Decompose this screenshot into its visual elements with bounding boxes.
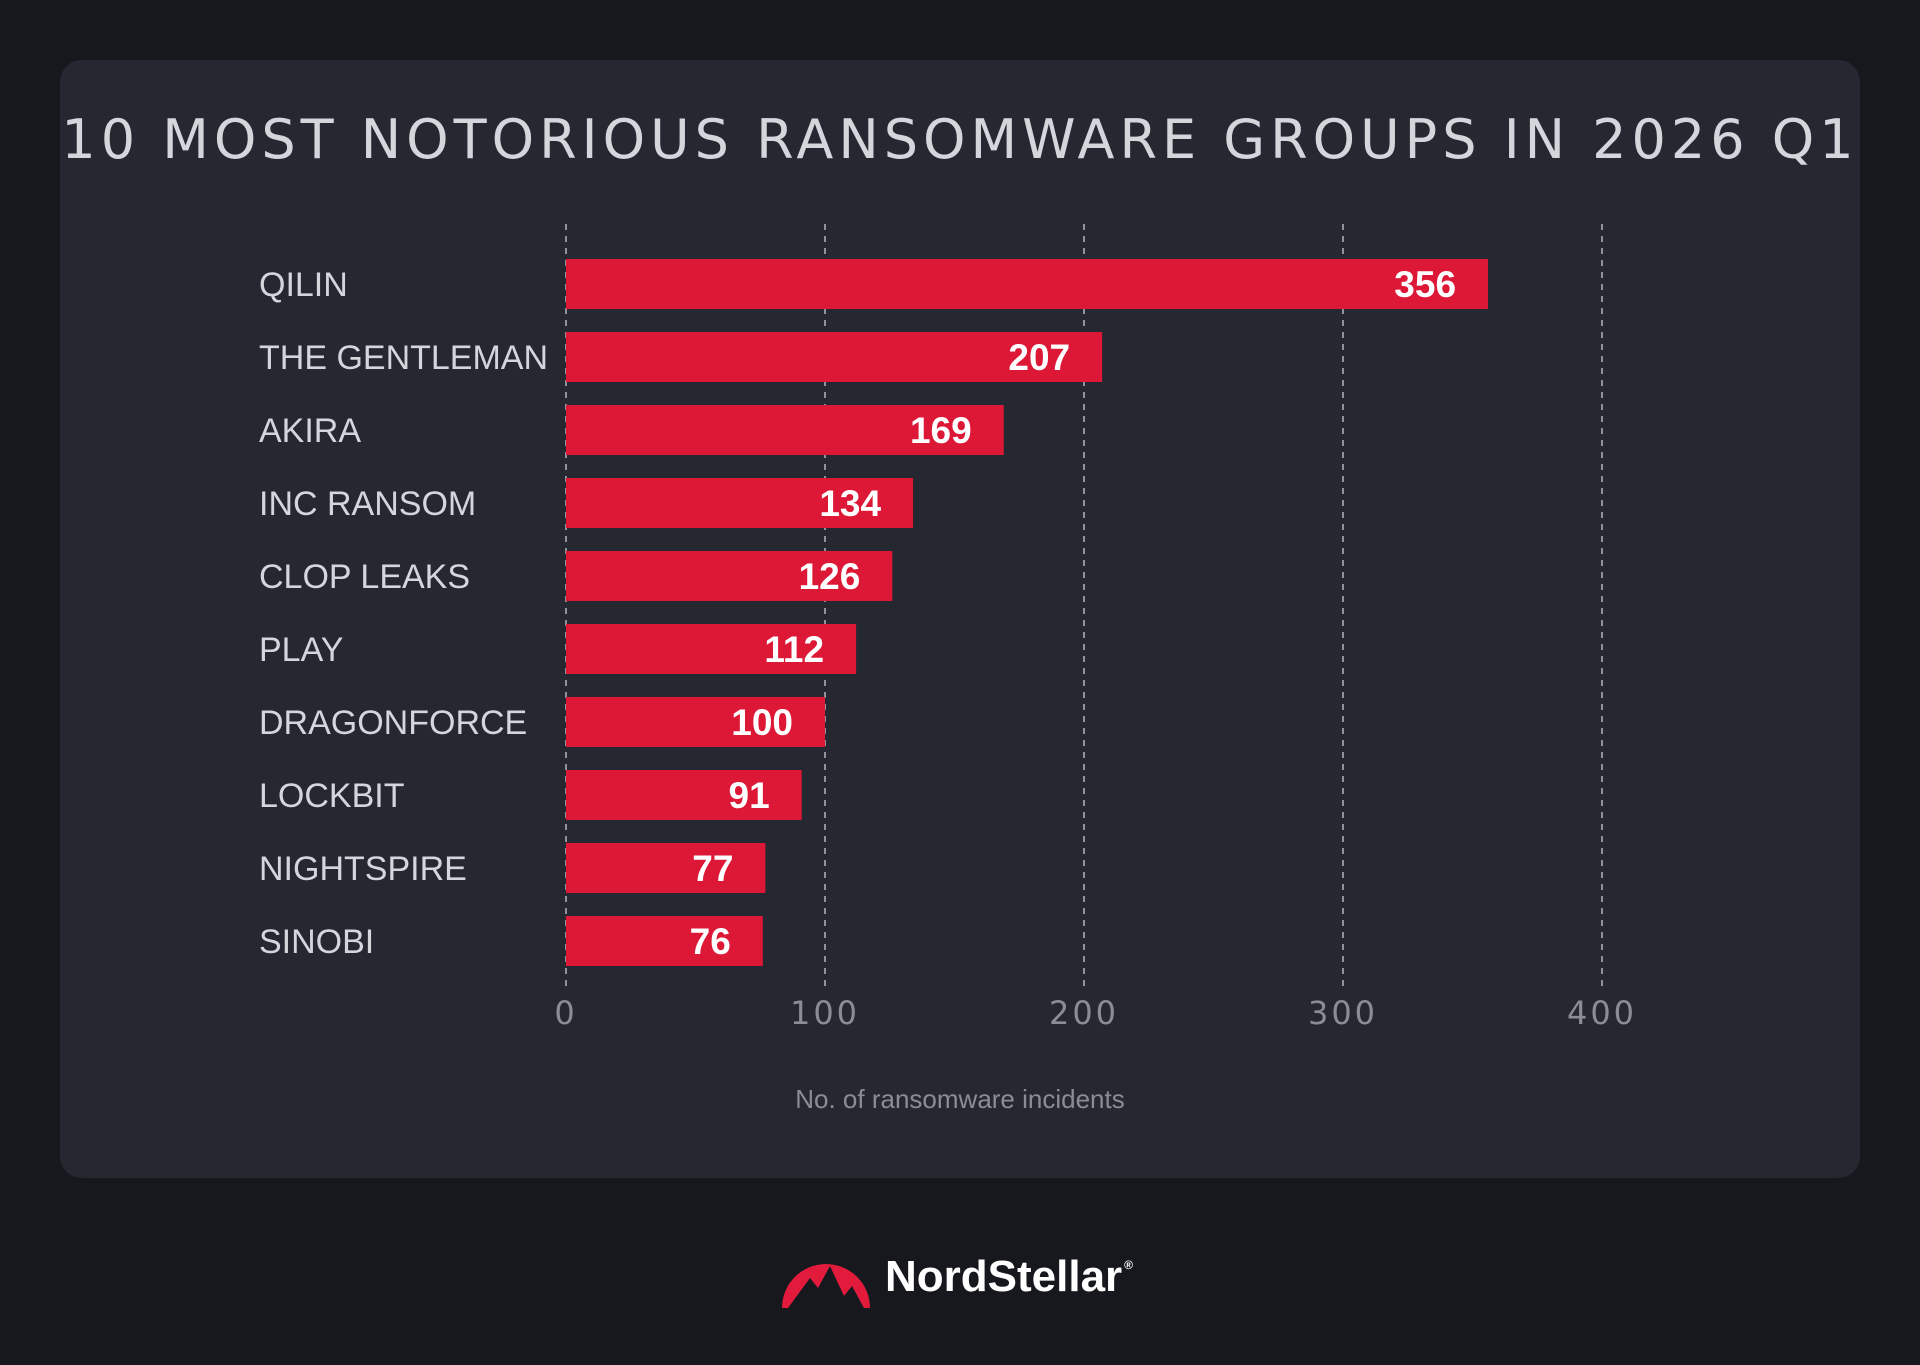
brand-logo[interactable]: NordStellar ® xyxy=(780,1236,1140,1326)
mountain-badge-icon xyxy=(782,1264,870,1308)
category-label: SINOBI xyxy=(259,923,374,961)
bar xyxy=(566,697,825,747)
x-tick-label: 200 xyxy=(1049,994,1119,1032)
category-label: PLAY xyxy=(259,631,343,669)
chart-card xyxy=(60,60,1860,1178)
registered-mark: ® xyxy=(1124,1258,1134,1272)
x-tick-label: 0 xyxy=(554,994,577,1032)
bar xyxy=(566,405,1004,455)
category-label: CLOP LEAKS xyxy=(259,558,470,596)
bar xyxy=(566,624,857,674)
data-label: 169 xyxy=(910,410,972,451)
bar xyxy=(566,551,893,601)
category-label: AKIRA xyxy=(259,412,361,450)
data-label: 77 xyxy=(692,848,733,889)
bar xyxy=(566,843,766,893)
bar xyxy=(566,259,1489,309)
x-tick-label: 100 xyxy=(790,994,860,1032)
bar xyxy=(566,916,763,966)
brand-name: NordStellar xyxy=(885,1252,1123,1301)
data-label: 112 xyxy=(764,629,824,670)
category-label: QILIN xyxy=(259,266,348,304)
bar xyxy=(566,770,802,820)
x-axis-label: No. of ransomware incidents xyxy=(795,1084,1125,1114)
x-tick-label: 400 xyxy=(1567,994,1637,1032)
bar-chart: 0 100 200 300 400 QILIN 356 THE GENTLEMAN 207 AKI… xyxy=(259,224,1637,1032)
category-label: LOCKBIT xyxy=(259,777,404,815)
category-label: THE GENTLEMAN xyxy=(259,339,548,377)
data-label: 356 xyxy=(1394,264,1456,305)
bar xyxy=(566,332,1103,382)
bar xyxy=(566,478,914,528)
chart-title: 10 MOST NOTORIOUS RANSOMWARE GROUPS IN 2… xyxy=(61,108,1859,171)
data-label: 134 xyxy=(819,483,881,524)
category-label: DRAGONFORCE xyxy=(259,704,527,742)
category-label: NIGHTSPIRE xyxy=(259,850,467,888)
data-label: 207 xyxy=(1008,337,1070,378)
data-label: 91 xyxy=(729,775,770,816)
data-label: 100 xyxy=(731,702,793,743)
data-label: 76 xyxy=(690,921,731,962)
category-label: INC RANSOM xyxy=(259,485,476,523)
x-tick-label: 300 xyxy=(1308,994,1378,1032)
data-label: 126 xyxy=(799,556,861,597)
